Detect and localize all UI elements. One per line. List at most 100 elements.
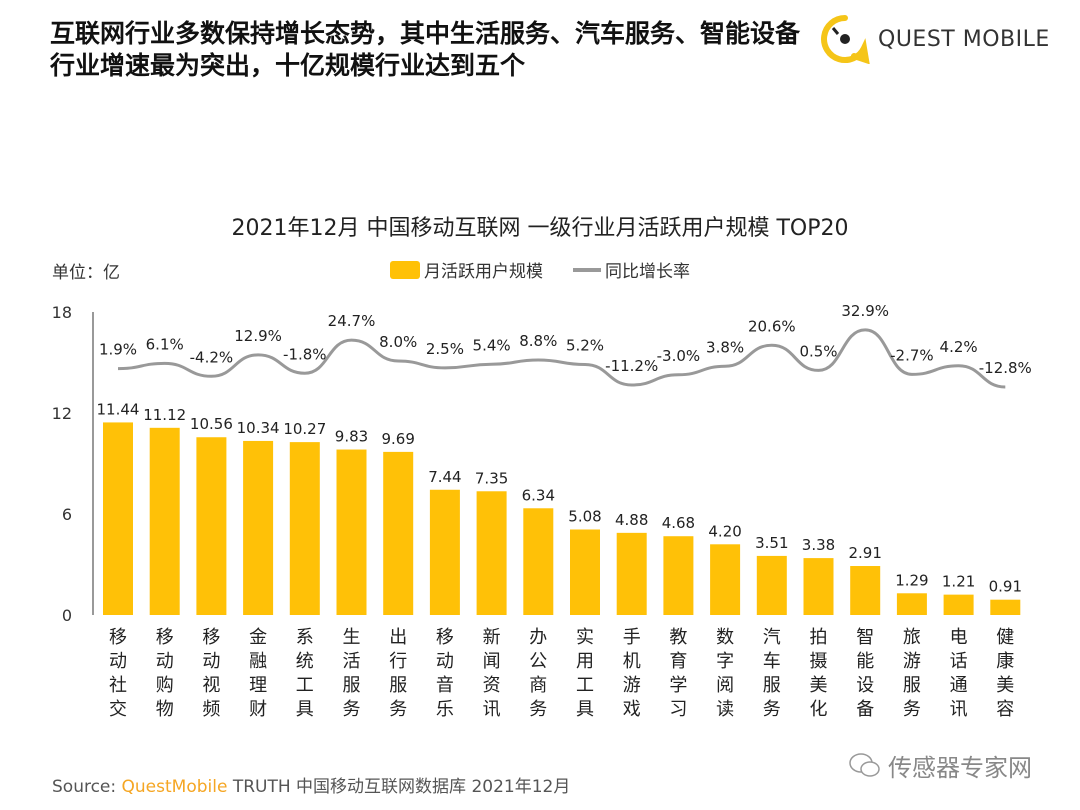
bar-value-label: 4.88 xyxy=(615,511,648,529)
wechat-watermark: 传感器专家网 xyxy=(848,748,1032,783)
source-prefix: Source: xyxy=(52,777,117,797)
x-category-label: 金 xyxy=(249,627,267,648)
x-category-label: 购 xyxy=(156,675,174,696)
growth-rate-label: 12.9% xyxy=(234,327,282,345)
bar-value-label: 10.56 xyxy=(190,415,233,433)
bar-value-label: 4.20 xyxy=(708,522,741,540)
x-category-label: 商 xyxy=(529,675,547,696)
x-category-label: 康 xyxy=(996,651,1014,672)
x-category-label: 视 xyxy=(202,675,220,696)
x-category-label: 工 xyxy=(576,675,594,696)
bar xyxy=(243,440,274,615)
bar xyxy=(570,529,600,615)
x-category-label: 资 xyxy=(483,675,501,696)
wechat-text: 传感器专家网 xyxy=(888,754,1032,782)
growth-rate-label: 3.8% xyxy=(706,338,744,356)
x-category-label: 手 xyxy=(623,627,641,648)
x-category-label: 具 xyxy=(296,699,314,720)
x-category-label: 公 xyxy=(529,651,547,672)
x-category-label: 移 xyxy=(156,627,174,648)
x-category-label: 办 xyxy=(529,627,547,648)
growth-rate-label: 24.7% xyxy=(328,312,376,330)
bar-value-label: 2.91 xyxy=(848,544,881,562)
bar xyxy=(850,566,881,615)
growth-rate-label: -4.2% xyxy=(190,348,234,366)
x-category-label: 游 xyxy=(623,675,641,696)
x-category-label: 移 xyxy=(109,627,127,648)
bar-value-label: 1.29 xyxy=(895,571,928,589)
growth-rate-label: 0.5% xyxy=(799,342,837,360)
x-category-label: 务 xyxy=(763,699,781,720)
x-category-label: 活 xyxy=(343,651,361,672)
x-category-label: 字 xyxy=(716,651,734,672)
growth-rate-label: 8.0% xyxy=(379,333,417,351)
x-category-label: 务 xyxy=(389,699,407,720)
bar xyxy=(476,491,507,615)
bar xyxy=(756,555,787,615)
y-tick-label: 0 xyxy=(62,606,72,625)
growth-rate-label: -1.8% xyxy=(283,345,327,363)
x-category-label: 闻 xyxy=(483,651,501,672)
x-category-label: 务 xyxy=(343,699,361,720)
y-tick-label: 6 xyxy=(62,505,72,524)
bar-value-label: 11.44 xyxy=(97,400,140,418)
x-category-label: 备 xyxy=(856,699,874,720)
x-category-label: 出 xyxy=(389,627,407,648)
bar-value-label: 6.34 xyxy=(522,486,555,504)
growth-rate-label: 32.9% xyxy=(841,302,889,320)
x-category-label: 游 xyxy=(903,651,921,672)
x-category-label: 容 xyxy=(996,699,1014,720)
x-category-label: 车 xyxy=(763,651,781,672)
x-category-label: 数 xyxy=(716,627,734,648)
quest-mobile-logo: QUEST MOBILE xyxy=(820,14,1050,64)
source-rest: TRUTH 中国移动互联网数据库 2021年12月 xyxy=(232,777,571,797)
legend-bar-label: 月活跃用户规模 xyxy=(424,262,543,282)
x-category-label: 乐 xyxy=(436,699,454,720)
x-category-label: 学 xyxy=(669,675,687,696)
quest-mobile-logo-icon xyxy=(821,15,870,64)
x-category-label: 化 xyxy=(810,699,828,720)
x-category-label: 物 xyxy=(156,699,174,720)
x-category-label: 移 xyxy=(202,627,220,648)
bar-value-label: 1.21 xyxy=(942,573,975,591)
x-category-label: 电 xyxy=(950,627,968,648)
bar-value-label: 4.68 xyxy=(662,514,695,532)
x-category-label: 讯 xyxy=(950,699,968,720)
bar xyxy=(803,558,834,615)
growth-rate-label: 2.5% xyxy=(426,340,464,358)
bar-value-label: 7.35 xyxy=(475,469,508,487)
x-category-label: 具 xyxy=(576,699,594,720)
x-category-label: 理 xyxy=(249,675,267,696)
x-category-label: 务 xyxy=(903,699,921,720)
x-category-label: 务 xyxy=(529,699,547,720)
bar-value-label: 0.91 xyxy=(989,578,1022,596)
bar xyxy=(710,544,741,615)
unit-label: 单位：亿 xyxy=(52,263,120,283)
bar-value-label: 9.83 xyxy=(335,428,368,446)
x-category-label: 汽 xyxy=(763,627,781,648)
bar-value-label: 7.44 xyxy=(428,468,461,486)
x-category-label: 融 xyxy=(249,651,267,672)
growth-rate-line xyxy=(117,328,1006,389)
bar xyxy=(103,422,133,615)
x-category-label: 读 xyxy=(716,699,734,720)
x-category-label: 育 xyxy=(669,651,687,672)
growth-rate-label: 4.2% xyxy=(940,338,978,356)
bar-value-label: 3.38 xyxy=(802,536,835,554)
growth-rate-label: 5.2% xyxy=(566,337,604,355)
bar xyxy=(336,449,367,615)
x-category-label: 工 xyxy=(296,675,314,696)
bar xyxy=(289,442,320,615)
x-category-label: 话 xyxy=(950,651,968,672)
source-note: Source: QuestMobile TRUTH 中国移动互联网数据库 202… xyxy=(52,772,570,797)
x-category-label: 动 xyxy=(202,651,220,672)
x-category-label: 服 xyxy=(763,675,781,696)
x-category-label: 能 xyxy=(856,651,874,672)
x-category-label: 新 xyxy=(483,627,501,648)
x-category-label: 戏 xyxy=(623,699,641,720)
x-category-label: 系 xyxy=(296,627,314,648)
headline: 互联网行业多数保持增长态势，其中生活服务、汽车服务、智能设备行业增速最为突出，十… xyxy=(50,19,801,80)
bar xyxy=(429,489,460,615)
